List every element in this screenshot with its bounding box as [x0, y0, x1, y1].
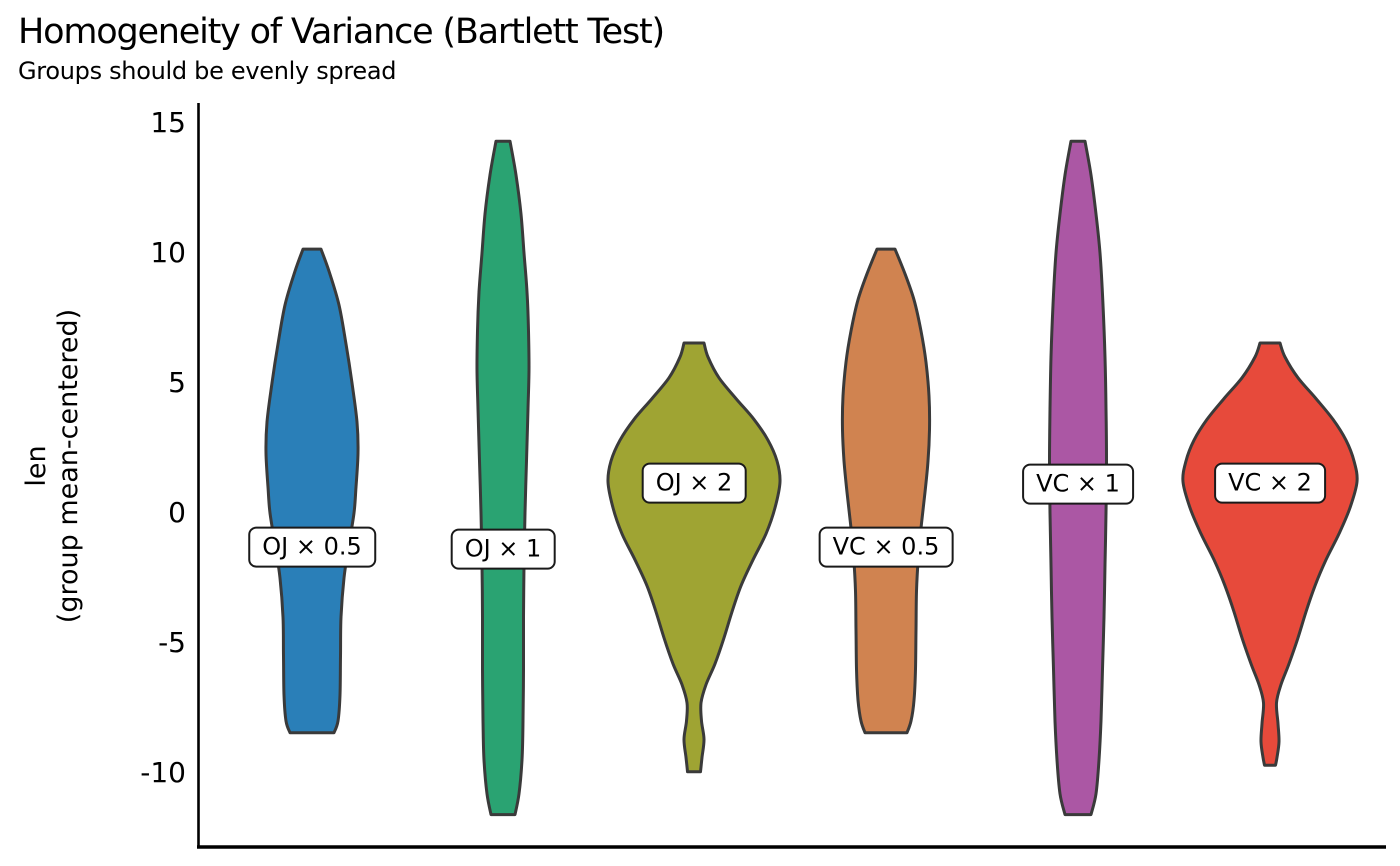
y-tick-5: 5 — [168, 366, 186, 399]
violin-label-oj-0-5: OJ × 0.5 — [248, 526, 376, 568]
y-tick-10: 10 — [150, 236, 186, 269]
violin-oj-2 — [606, 341, 782, 774]
violin-oj-1 — [475, 139, 531, 817]
violin-vc-2 — [1181, 341, 1359, 767]
y-tick-15: 15 — [150, 106, 186, 139]
violin-label-vc-1: VC × 1 — [1022, 463, 1134, 505]
violin-oj-0-5 — [264, 247, 360, 735]
y-tick--10: -10 — [140, 756, 186, 789]
violin-label-oj-1: OJ × 1 — [450, 528, 556, 570]
violin-label-oj-2: OJ × 2 — [641, 462, 747, 504]
y-tick--5: -5 — [158, 626, 186, 659]
violin-vc-0-5 — [840, 247, 932, 735]
y-tick-0: 0 — [168, 496, 186, 529]
violin-label-vc-2: VC × 2 — [1214, 462, 1326, 504]
chart-subtitle: Groups should be evenly spread — [18, 57, 397, 85]
chart-title: Homogeneity of Variance (Bartlett Test) — [18, 12, 665, 52]
violin-label-vc-0-5: VC × 0.5 — [818, 526, 954, 568]
